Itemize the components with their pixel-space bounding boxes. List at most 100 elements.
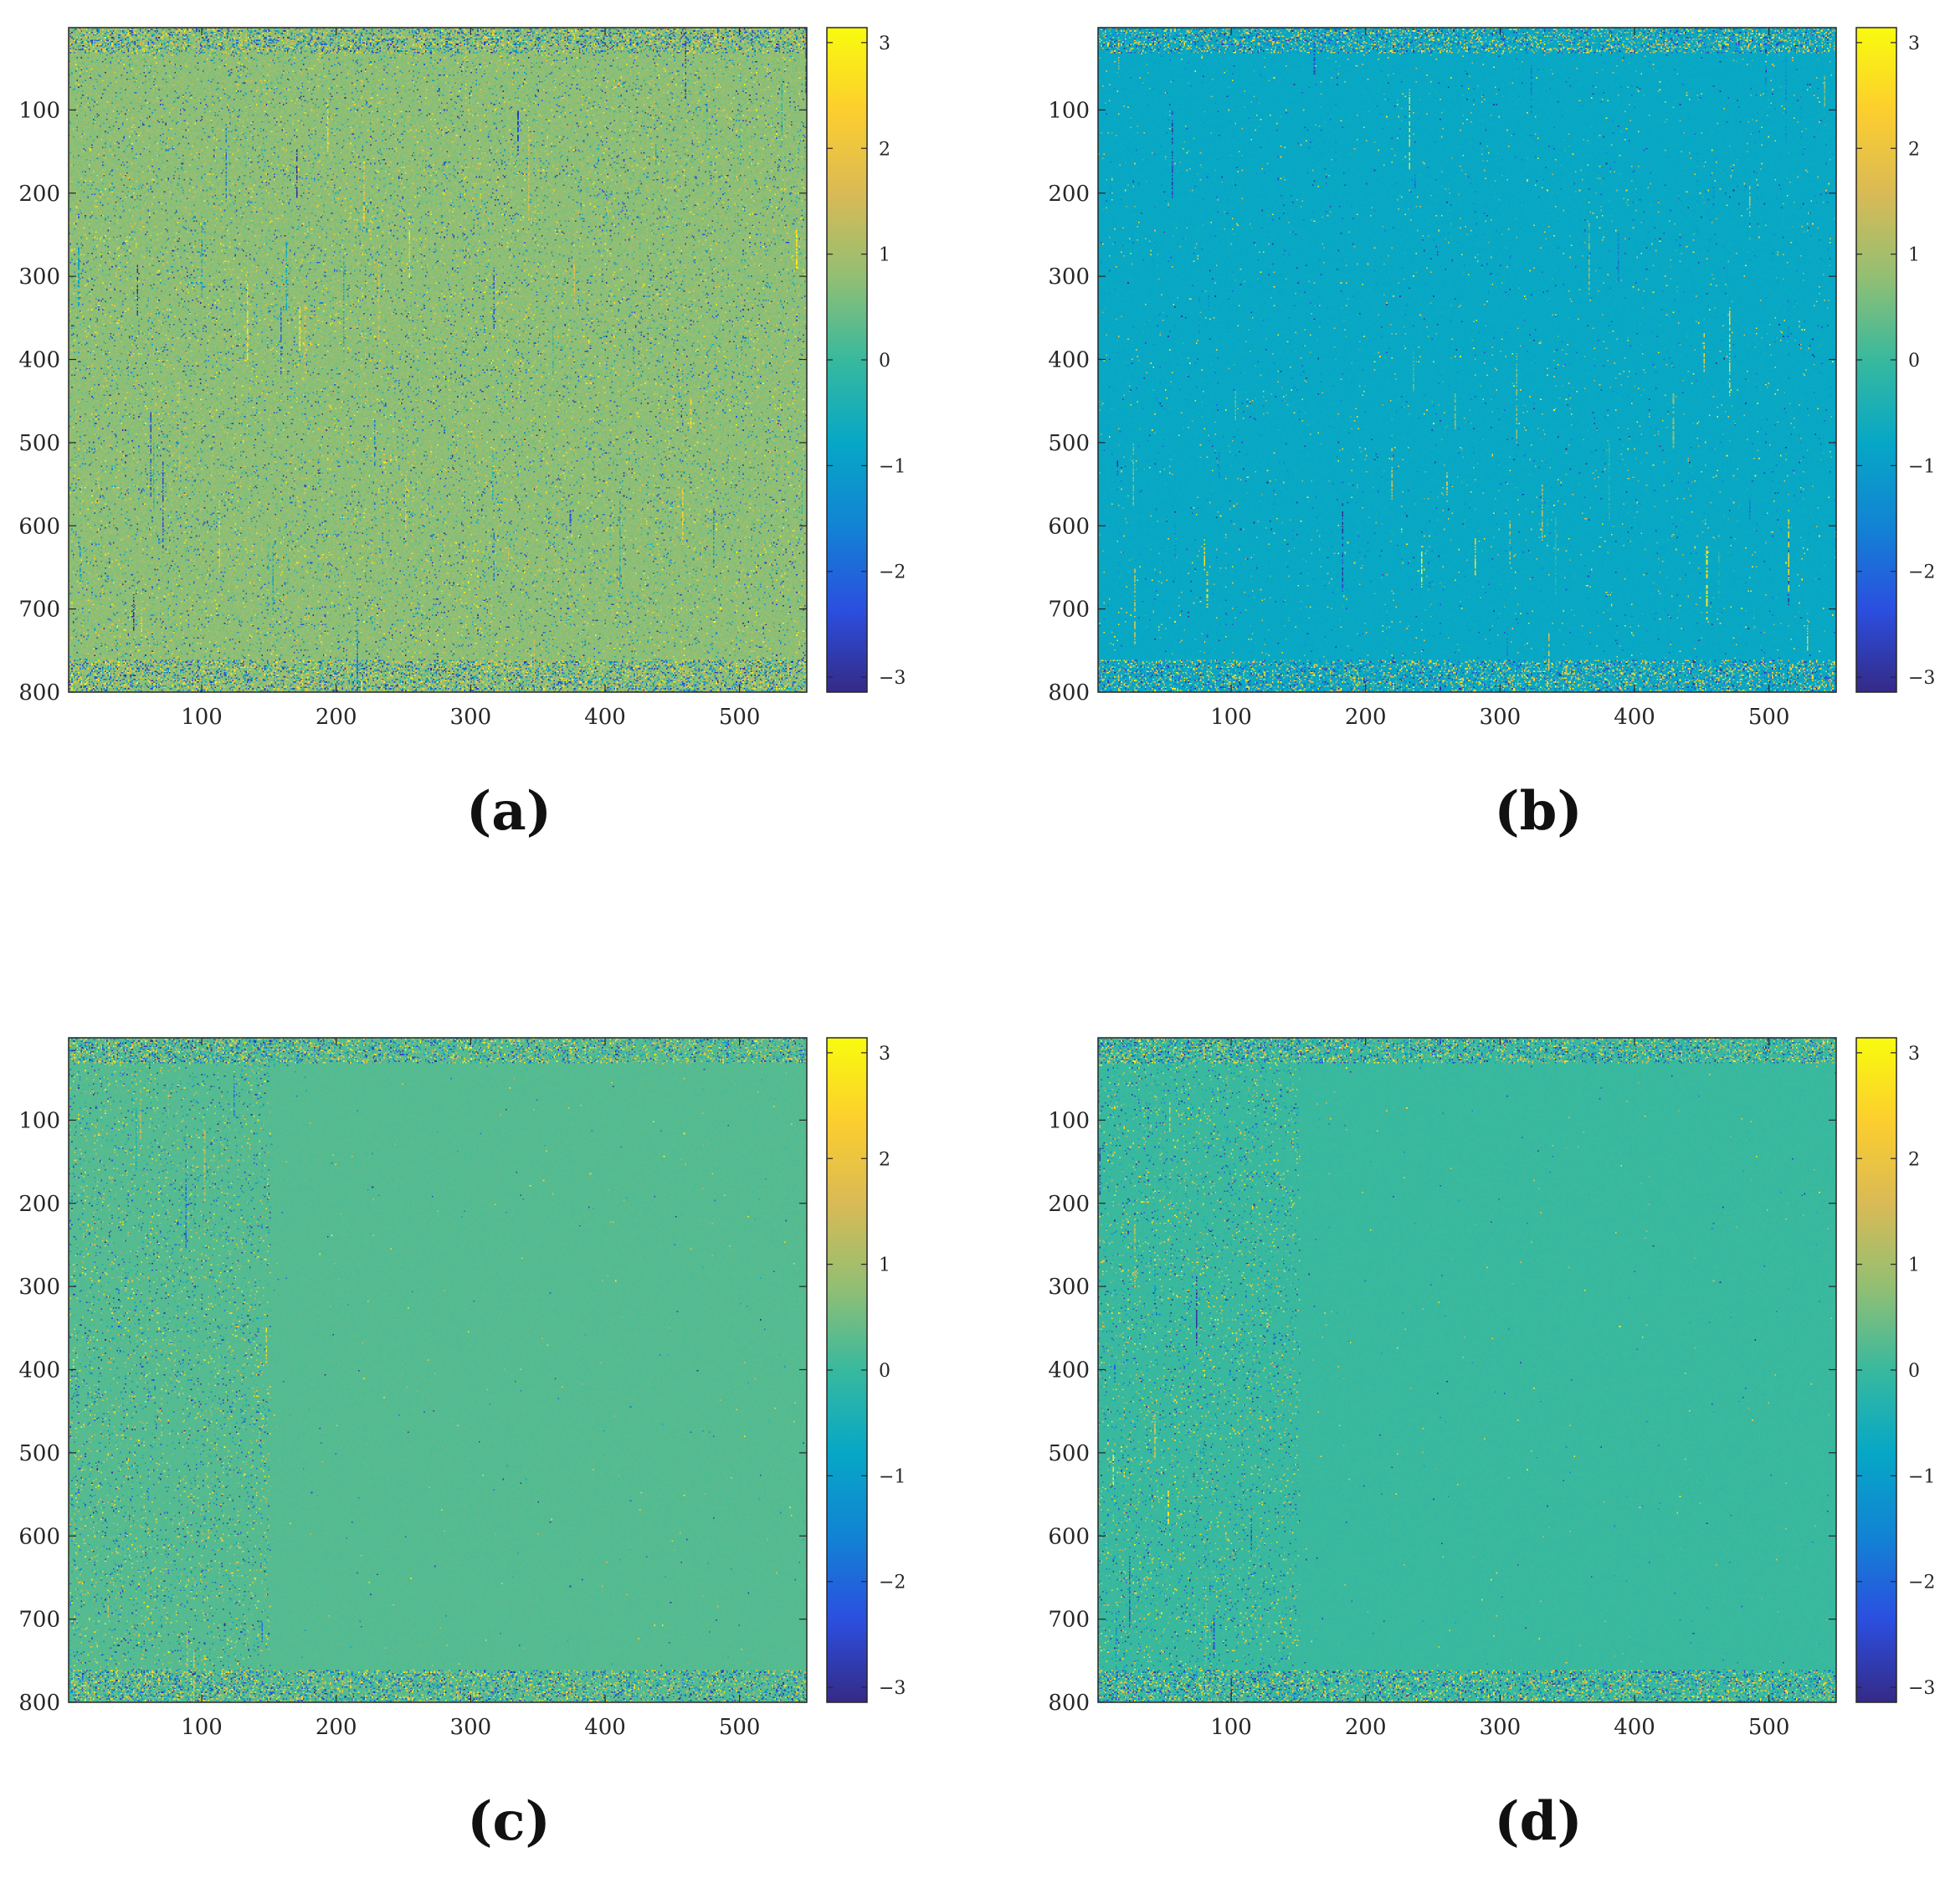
heatmap-image [69, 28, 807, 692]
y-tick-label: 700 [18, 598, 60, 623]
axes-frame [1097, 1037, 1837, 1703]
colorbar [1855, 27, 1897, 693]
colorbar-tick-label: 1 [879, 1255, 890, 1276]
colorbar-tick-label: 2 [879, 1149, 890, 1170]
y-tick-label: 400 [1048, 348, 1090, 373]
y-tick-label: 200 [1048, 1192, 1090, 1217]
x-tick-label: 200 [1345, 705, 1387, 730]
y-tick-label: 400 [1048, 1358, 1090, 1383]
colorbar-tick-label: −2 [879, 562, 906, 583]
colorbar-tick-label: 3 [879, 1044, 890, 1065]
colorbar [826, 27, 868, 693]
colorbar-tick-label: −3 [1908, 1678, 1935, 1699]
colorbar-tick-label: 3 [1908, 33, 1920, 54]
colorbar-tick-label: 1 [1908, 245, 1920, 266]
axes-overlay: 100 200 300 400 500 100 200 300 400 500 600 700 800 3… [1048, 27, 1935, 730]
x-tick-label: 200 [316, 705, 357, 730]
y-tick-label: 700 [18, 1608, 60, 1633]
heatmap-image [1098, 1038, 1836, 1702]
y-tick-label: 300 [1048, 264, 1090, 290]
x-tick-label: 100 [181, 705, 223, 730]
colorbar-tick-label: −3 [879, 1678, 906, 1699]
axes-frame [68, 1037, 808, 1703]
colorbar-tick-label: 0 [1908, 351, 1920, 372]
colorbar-tick-label: 0 [879, 351, 890, 372]
colorbar-tick-label: 2 [1908, 1149, 1920, 1170]
colorbar-tick-label: −3 [879, 668, 906, 689]
axes-overlay: 100 200 300 400 500 100 200 300 400 500 600 700 800 3… [18, 27, 906, 730]
y-tick-label: 300 [18, 1275, 60, 1300]
x-tick-label: 200 [316, 1715, 357, 1740]
colorbar [1855, 1037, 1897, 1703]
colorbar-tick-label: 1 [879, 245, 890, 266]
colorbar-tick-label: 0 [879, 1361, 890, 1382]
colorbar-tick-label: −2 [879, 1573, 906, 1594]
y-tick-label: 100 [1048, 1108, 1090, 1133]
colorbar-tick-label: 1 [1908, 1255, 1920, 1276]
y-tick-label: 700 [1048, 1608, 1090, 1633]
y-tick-label: 600 [1048, 1524, 1090, 1549]
y-tick-label: 100 [18, 98, 60, 123]
y-tick-label: 800 [18, 1691, 60, 1716]
y-tick-label: 200 [18, 182, 60, 207]
panel-caption: (b) [1494, 780, 1583, 843]
y-tick-label: 200 [18, 1192, 60, 1217]
colorbar-tick-label: 0 [1908, 1361, 1920, 1382]
x-tick-label: 100 [181, 1715, 223, 1740]
y-tick-label: 600 [1048, 514, 1090, 539]
colorbar-tick-label: −3 [1908, 668, 1935, 689]
colorbar [826, 1037, 868, 1703]
panel-caption: (c) [467, 1790, 551, 1853]
axes-overlay: 100 200 300 400 500 100 200 300 400 500 600 700 800 3… [18, 1037, 906, 1740]
colorbar-tick-label: 2 [1908, 139, 1920, 160]
y-tick-label: 300 [1048, 1275, 1090, 1300]
colorbar-tick-label: −1 [879, 456, 906, 477]
x-tick-label: 300 [450, 1715, 492, 1740]
x-tick-label: 100 [1210, 705, 1252, 730]
x-tick-label: 500 [719, 1715, 761, 1740]
x-tick-label: 500 [719, 705, 761, 730]
x-tick-label: 500 [1748, 705, 1790, 730]
y-tick-label: 600 [18, 514, 60, 539]
x-tick-label: 400 [1614, 705, 1655, 730]
y-tick-label: 400 [18, 348, 60, 373]
y-tick-label: 800 [18, 680, 60, 706]
colorbar-tick-label: −2 [1908, 1573, 1935, 1594]
panel-caption: (d) [1494, 1790, 1583, 1853]
heatmap-image [69, 1038, 807, 1702]
heatmap-image [1098, 28, 1836, 692]
axes-frame [1097, 27, 1837, 693]
x-tick-label: 300 [450, 705, 492, 730]
axes-frame [68, 27, 808, 693]
x-tick-label: 300 [1480, 1715, 1522, 1740]
y-tick-label: 400 [18, 1358, 60, 1383]
y-tick-label: 100 [18, 1108, 60, 1133]
x-tick-label: 400 [1614, 1715, 1655, 1740]
y-tick-label: 800 [1048, 1691, 1090, 1716]
colorbar-tick-label: −1 [879, 1466, 906, 1487]
x-tick-label: 100 [1210, 1715, 1252, 1740]
x-tick-label: 400 [584, 705, 626, 730]
y-tick-label: 200 [1048, 182, 1090, 207]
colorbar-tick-label: −1 [1908, 1466, 1935, 1487]
x-tick-label: 200 [1345, 1715, 1387, 1740]
colorbar-tick-label: 3 [879, 33, 890, 54]
y-tick-label: 600 [18, 1524, 60, 1549]
y-tick-label: 500 [1048, 431, 1090, 456]
x-tick-label: 300 [1480, 705, 1522, 730]
colorbar-tick-label: 2 [879, 139, 890, 160]
axes-overlay: 100 200 300 400 500 100 200 300 400 500 600 700 800 3… [1048, 1037, 1935, 1740]
y-tick-label: 300 [18, 264, 60, 290]
y-tick-label: 700 [1048, 598, 1090, 623]
colorbar-tick-label: −2 [1908, 562, 1935, 583]
colorbar-tick-label: 3 [1908, 1044, 1920, 1065]
y-tick-label: 500 [18, 1441, 60, 1466]
x-tick-label: 400 [584, 1715, 626, 1740]
y-tick-label: 800 [1048, 680, 1090, 706]
x-tick-label: 500 [1748, 1715, 1790, 1740]
panel-caption: (a) [465, 780, 552, 843]
y-tick-label: 100 [1048, 98, 1090, 123]
colorbar-tick-label: −1 [1908, 456, 1935, 477]
y-tick-label: 500 [18, 431, 60, 456]
